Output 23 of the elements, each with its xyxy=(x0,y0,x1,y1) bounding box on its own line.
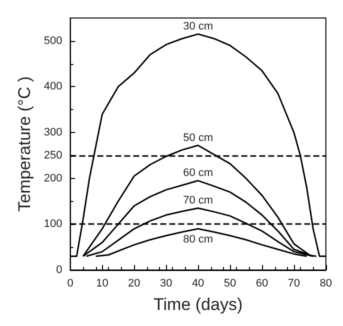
x-tick-label: 50 xyxy=(224,278,236,290)
x-tick-label: 70 xyxy=(288,278,300,290)
series-label: 70 cm xyxy=(183,194,214,207)
x-axis-title: Time (days) xyxy=(154,295,243,314)
y-tick-label: 500 xyxy=(44,34,62,47)
x-tick-label: 80 xyxy=(320,278,332,290)
x-tick-label: 30 xyxy=(160,278,172,290)
x-tick-label: 60 xyxy=(256,278,268,290)
series-label: 30 cm xyxy=(183,20,214,33)
y-tick-label: 400 xyxy=(44,80,62,93)
y-tick-label: 200 xyxy=(44,172,62,184)
y-tick-label: 250 xyxy=(44,149,62,162)
series-label: 50 cm xyxy=(183,132,214,144)
x-tick-label: 0 xyxy=(67,278,74,290)
series-label: 60 cm xyxy=(183,167,214,180)
y-tick-label: 100 xyxy=(44,218,62,230)
x-tick-label: 40 xyxy=(192,278,204,290)
x-tick-label: 20 xyxy=(128,278,140,290)
series-label: 80 cm xyxy=(183,233,214,246)
y-tick-label: 0 xyxy=(56,264,62,276)
y-tick-label: 300 xyxy=(44,126,62,139)
y-axis-title: Temperature (°C ) xyxy=(15,76,34,212)
x-tick-label: 10 xyxy=(96,278,108,290)
